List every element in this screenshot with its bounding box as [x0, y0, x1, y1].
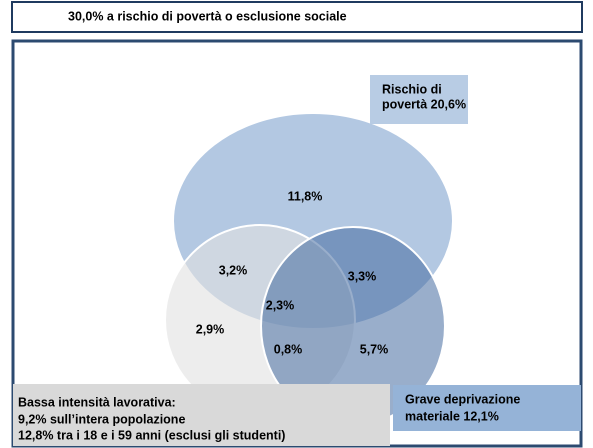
- region-value: 2,3%: [266, 298, 295, 312]
- poverty-label-box: [370, 75, 468, 124]
- header-box: [11, 1, 583, 33]
- region-value: 0,8%: [274, 342, 303, 356]
- poverty-label: Rischio di: [382, 82, 442, 96]
- region-value: 11,8%: [288, 189, 323, 203]
- work-label: Bassa intensità lavorativa:: [18, 395, 176, 409]
- region-value: 5,7%: [360, 342, 389, 356]
- deprivation-label-box: [393, 385, 581, 431]
- region-value: 3,3%: [348, 269, 377, 283]
- region-value: 2,9%: [196, 322, 225, 336]
- header-title: 30,0% a rischio di povertà o esclusione …: [68, 9, 347, 23]
- region-value: 3,2%: [219, 263, 248, 277]
- deprivation-label: Grave deprivazione: [405, 392, 520, 406]
- work-label-box: [13, 384, 390, 446]
- work-label: 9,2% sull’intera popolazione: [18, 412, 185, 426]
- work-label: 12,8% tra i 18 e i 59 anni (esclusi gli …: [18, 428, 285, 442]
- poverty-label: povertà 20,6%: [382, 97, 466, 111]
- deprivation-label: materiale 12,1%: [405, 409, 499, 423]
